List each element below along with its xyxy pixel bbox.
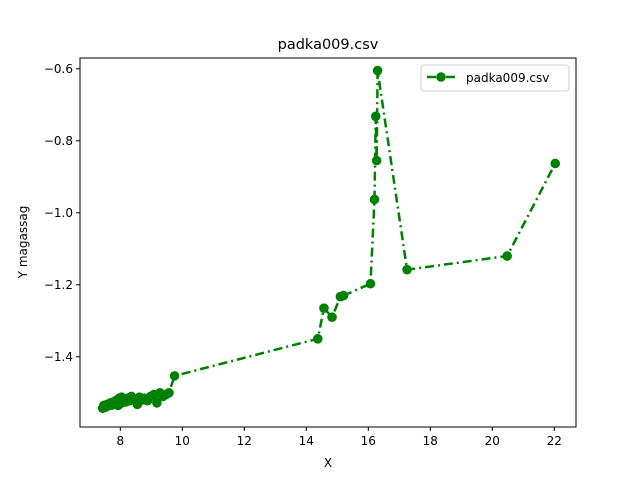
data-point xyxy=(319,303,329,314)
data-point xyxy=(550,158,561,169)
x-tick-label: 18 xyxy=(423,434,438,448)
chart-title: padka009.csv xyxy=(278,37,379,53)
x-tick-label: 22 xyxy=(547,434,562,448)
plot-area xyxy=(80,58,576,427)
data-point xyxy=(502,251,512,261)
data-point xyxy=(312,334,323,344)
data-point xyxy=(369,194,380,205)
legend-marker-swatch xyxy=(436,72,446,82)
data-point xyxy=(370,111,381,122)
data-point xyxy=(402,264,412,275)
x-tick-label: 14 xyxy=(299,434,314,448)
data-point xyxy=(338,290,349,301)
y-tick-label: −1.4 xyxy=(44,350,73,364)
x-tick-label: 16 xyxy=(361,434,376,448)
y-tick-label: −1.2 xyxy=(44,278,73,292)
x-axis-ticks: 8 10 12 14 16 18 20 22 xyxy=(116,427,562,448)
data-point xyxy=(365,278,376,289)
y-tick-label: −0.8 xyxy=(44,134,73,148)
y-axis-ticks: −1.4 −1.2 −1.0 −0.8 −0.6 xyxy=(44,62,80,364)
axes-frame xyxy=(79,57,577,428)
x-tick-label: 12 xyxy=(237,434,252,448)
y-axis-label: Y magassag xyxy=(16,206,30,280)
data-point xyxy=(371,155,382,166)
x-tick-label: 10 xyxy=(175,434,190,448)
data-point xyxy=(372,65,383,76)
legend-entry-label: padka009.csv xyxy=(466,71,549,85)
data-point xyxy=(327,312,337,323)
x-tick-label: 20 xyxy=(485,434,500,448)
x-axis-label: X xyxy=(324,456,332,470)
legend-box xyxy=(420,64,570,92)
data-point xyxy=(152,398,162,408)
y-tick-label: −1.0 xyxy=(44,206,73,220)
data-point xyxy=(169,371,180,381)
data-point xyxy=(164,388,174,398)
y-tick-label: −0.6 xyxy=(44,62,73,76)
x-tick-label: 8 xyxy=(116,434,124,448)
legend: padka009.csv xyxy=(420,64,570,92)
series-layer xyxy=(97,65,561,414)
